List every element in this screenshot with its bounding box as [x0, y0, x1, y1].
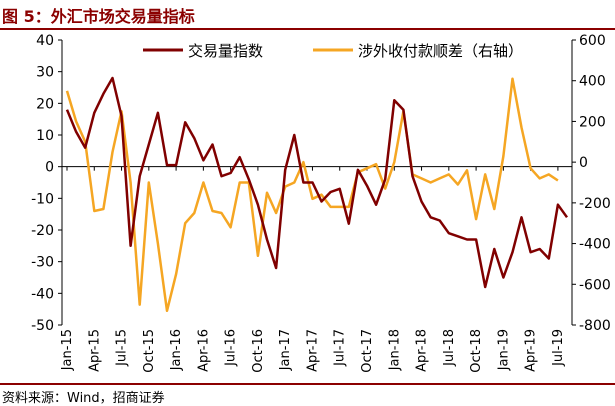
left-axis-ticks: 40 30 20 10 0 -10 -20 -30 -40 -50 [31, 33, 62, 334]
left-tick-label: -50 [31, 318, 54, 334]
x-tick-label: Jul-16 [224, 329, 239, 367]
left-tick-label: -40 [31, 286, 54, 302]
right-tick-label: -600 [579, 277, 611, 293]
source-note: 资料来源：Wind，招商证券 [2, 391, 165, 406]
legend-label-surplus: 涉外收付款顺差（右轴） [358, 42, 523, 60]
right-tick-label: 600 [579, 33, 606, 49]
right-tick-label: 400 [579, 74, 606, 90]
left-tick-label: 0 [45, 160, 54, 176]
x-tick-label: Oct-18 [469, 329, 484, 373]
right-tick-label: -400 [579, 237, 611, 253]
right-tick-label: -800 [579, 318, 611, 334]
left-tick-label: 20 [36, 96, 54, 112]
x-tick-label: Oct-16 [251, 329, 266, 373]
x-tick-label: Jan-17 [278, 329, 293, 371]
x-tick-label: Jan-19 [496, 329, 511, 371]
title-bar: 图 5：外汇市场交易量指标 [0, 0, 615, 30]
x-tick-label: Jul-18 [442, 329, 457, 367]
x-tick-label: Oct-15 [142, 329, 157, 373]
x-tick-label: Jan-15 [60, 329, 75, 371]
left-tick-label: -10 [31, 191, 54, 207]
x-tick-label: Apr-16 [196, 329, 211, 372]
series-line-surplus [65, 77, 559, 313]
chart: 40 30 20 10 0 -10 -20 -30 -40 -50 600 400 200 0 -200 -… [31, 33, 611, 373]
left-tick-label: 40 [36, 33, 54, 49]
x-tick-label: Jul-19 [551, 329, 566, 367]
series-lines [65, 76, 569, 313]
legend-label-volume-index: 交易量指数 [188, 42, 263, 60]
left-tick-label: -30 [31, 255, 54, 271]
right-axis-ticks: 600 400 200 0 -200 -400 -600 -800 [572, 33, 611, 334]
source-bar: 资料来源：Wind，招商证券 [0, 383, 615, 406]
x-tick-label: Apr-19 [524, 329, 539, 372]
x-tick-label: Apr-18 [415, 329, 430, 372]
x-tick-label: Jan-16 [169, 329, 184, 371]
x-tick-label: Jan-18 [387, 329, 402, 371]
right-tick-label: 200 [579, 114, 606, 130]
right-tick-label: 0 [579, 155, 588, 171]
page-title: 图 5：外汇市场交易量指标 [2, 7, 195, 26]
right-tick-label: -200 [579, 196, 611, 212]
left-tick-label: 30 [36, 65, 54, 81]
x-tick-label: Jul-15 [115, 329, 130, 367]
x-tick-label: Apr-15 [87, 329, 102, 372]
legend: 交易量指数 涉外收付款顺差（右轴） [143, 42, 523, 60]
x-axis-ticks: Jan-15 Apr-15 Jul-15 Oct-15 Jan-16 Apr-16 Jul-… [60, 166, 566, 373]
left-tick-label: 10 [36, 128, 54, 144]
x-tick-label: Jul-17 [333, 329, 348, 367]
x-tick-label: Apr-17 [305, 329, 320, 372]
x-tick-label: Oct-17 [360, 329, 375, 373]
plot-area [61, 40, 573, 325]
left-tick-label: -20 [31, 223, 54, 239]
series-line-volume-index [65, 76, 569, 289]
